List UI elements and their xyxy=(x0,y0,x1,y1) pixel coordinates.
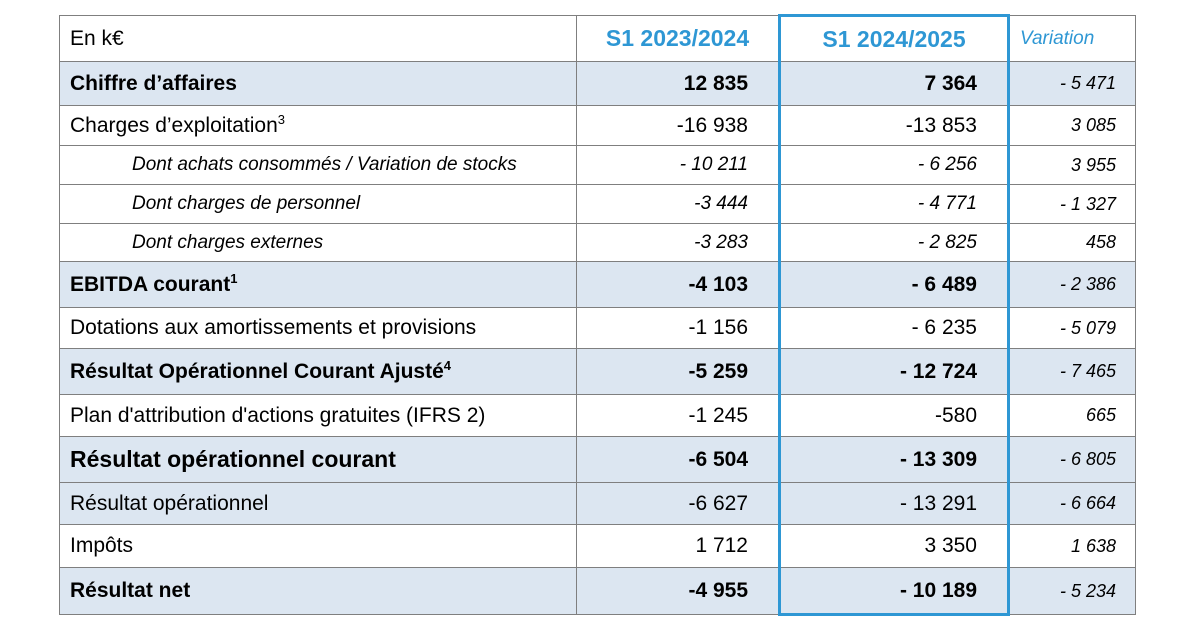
period-2023-2024-header: S1 2023/2024 xyxy=(576,15,780,62)
table-row-resultat-operationnel-courant: Résultat opérationnel courant -6 504 - 1… xyxy=(59,436,1136,483)
row-label: EBITDA courant1 xyxy=(59,261,577,308)
value-2024-2025: 7 364 xyxy=(778,61,1010,106)
table-row-resultat-net: Résultat net -4 955 - 10 189 - 5 234 xyxy=(59,567,1136,616)
table-row-dotations: Dotations aux amortissements et provisio… xyxy=(59,307,1136,349)
value-2024-2025: - 13 309 xyxy=(778,436,1010,483)
row-label: Résultat opérationnel courant xyxy=(59,436,577,483)
value-2023-2024: -16 938 xyxy=(576,105,780,146)
variation-value: 3 955 xyxy=(1008,145,1136,185)
variation-value: - 6 805 xyxy=(1008,436,1136,483)
table-row-chiffre-affaires: Chiffre d’affaires 12 835 7 364 - 5 471 xyxy=(59,61,1136,106)
table-row-charges-exploitation: Charges d’exploitation3 -16 938 -13 853 … xyxy=(59,105,1136,146)
value-2023-2024: -5 259 xyxy=(576,348,780,395)
table-row-charges-externes: Dont charges externes -3 283 - 2 825 458 xyxy=(59,223,1136,262)
row-label: Chiffre d’affaires xyxy=(59,61,577,106)
table-row-roc-ajuste: Résultat Opérationnel Courant Ajusté4 -5… xyxy=(59,348,1136,395)
row-label: Résultat Opérationnel Courant Ajusté4 xyxy=(59,348,577,395)
row-label: Plan d'attribution d'actions gratuites (… xyxy=(59,394,577,437)
value-2024-2025: - 13 291 xyxy=(778,482,1010,525)
row-label: Résultat net xyxy=(59,567,577,615)
row-label: Dotations aux amortissements et provisio… xyxy=(59,307,577,349)
variation-value: - 2 386 xyxy=(1008,261,1136,308)
value-2023-2024: - 10 211 xyxy=(576,145,780,185)
variation-value: 3 085 xyxy=(1008,105,1136,146)
value-2023-2024: -6 504 xyxy=(576,436,780,483)
value-2024-2025: 3 350 xyxy=(778,524,1010,568)
value-2024-2025: - 2 825 xyxy=(778,223,1010,262)
value-2023-2024: -3 283 xyxy=(576,223,780,262)
value-2024-2025: -13 853 xyxy=(778,105,1010,146)
income-statement-table: En k€ S1 2023/2024 S1 2024/2025 Variatio… xyxy=(59,14,1136,616)
unit-header: En k€ xyxy=(59,15,577,62)
row-label: Dont achats consommés / Variation de sto… xyxy=(59,145,577,185)
value-2023-2024: -1 156 xyxy=(576,307,780,349)
table-header-row: En k€ S1 2023/2024 S1 2024/2025 Variatio… xyxy=(59,14,1136,62)
row-label: Résultat opérationnel xyxy=(59,482,577,525)
variation-value: - 7 465 xyxy=(1008,348,1136,395)
variation-value: - 5 234 xyxy=(1008,567,1136,615)
table-row-ebitda-courant: EBITDA courant1 -4 103 - 6 489 - 2 386 xyxy=(59,261,1136,308)
value-2023-2024: 1 712 xyxy=(576,524,780,568)
value-2024-2025: - 6 256 xyxy=(778,145,1010,185)
value-2023-2024: 12 835 xyxy=(576,61,780,106)
value-2024-2025: -580 xyxy=(778,394,1010,437)
variation-value: - 6 664 xyxy=(1008,482,1136,525)
variation-value: 1 638 xyxy=(1008,524,1136,568)
row-label: Charges d’exploitation3 xyxy=(59,105,577,146)
variation-value: 665 xyxy=(1008,394,1136,437)
row-label: Dont charges externes xyxy=(59,223,577,262)
variation-value: - 5 079 xyxy=(1008,307,1136,349)
value-2023-2024: -4 103 xyxy=(576,261,780,308)
value-2023-2024: -3 444 xyxy=(576,184,780,224)
table-row-resultat-operationnel: Résultat opérationnel -6 627 - 13 291 - … xyxy=(59,482,1136,525)
variation-value: - 1 327 xyxy=(1008,184,1136,224)
period-2024-2025-header: S1 2024/2025 xyxy=(778,14,1010,62)
value-2024-2025: - 4 771 xyxy=(778,184,1010,224)
row-label: Impôts xyxy=(59,524,577,568)
variation-value: - 5 471 xyxy=(1008,61,1136,106)
value-2024-2025: - 6 489 xyxy=(778,261,1010,308)
table-row-ifrs2: Plan d'attribution d'actions gratuites (… xyxy=(59,394,1136,437)
variation-value: 458 xyxy=(1008,223,1136,262)
value-2023-2024: -1 245 xyxy=(576,394,780,437)
value-2023-2024: -4 955 xyxy=(576,567,780,615)
table-row-impots: Impôts 1 712 3 350 1 638 xyxy=(59,524,1136,568)
variation-header: Variation xyxy=(1008,15,1136,62)
value-2024-2025: - 10 189 xyxy=(778,567,1010,616)
value-2024-2025: - 6 235 xyxy=(778,307,1010,349)
table-row-charges-personnel: Dont charges de personnel -3 444 - 4 771… xyxy=(59,184,1136,224)
value-2024-2025: - 12 724 xyxy=(778,348,1010,395)
row-label: Dont charges de personnel xyxy=(59,184,577,224)
value-2023-2024: -6 627 xyxy=(576,482,780,525)
table-row-achats-consommes: Dont achats consommés / Variation de sto… xyxy=(59,145,1136,185)
